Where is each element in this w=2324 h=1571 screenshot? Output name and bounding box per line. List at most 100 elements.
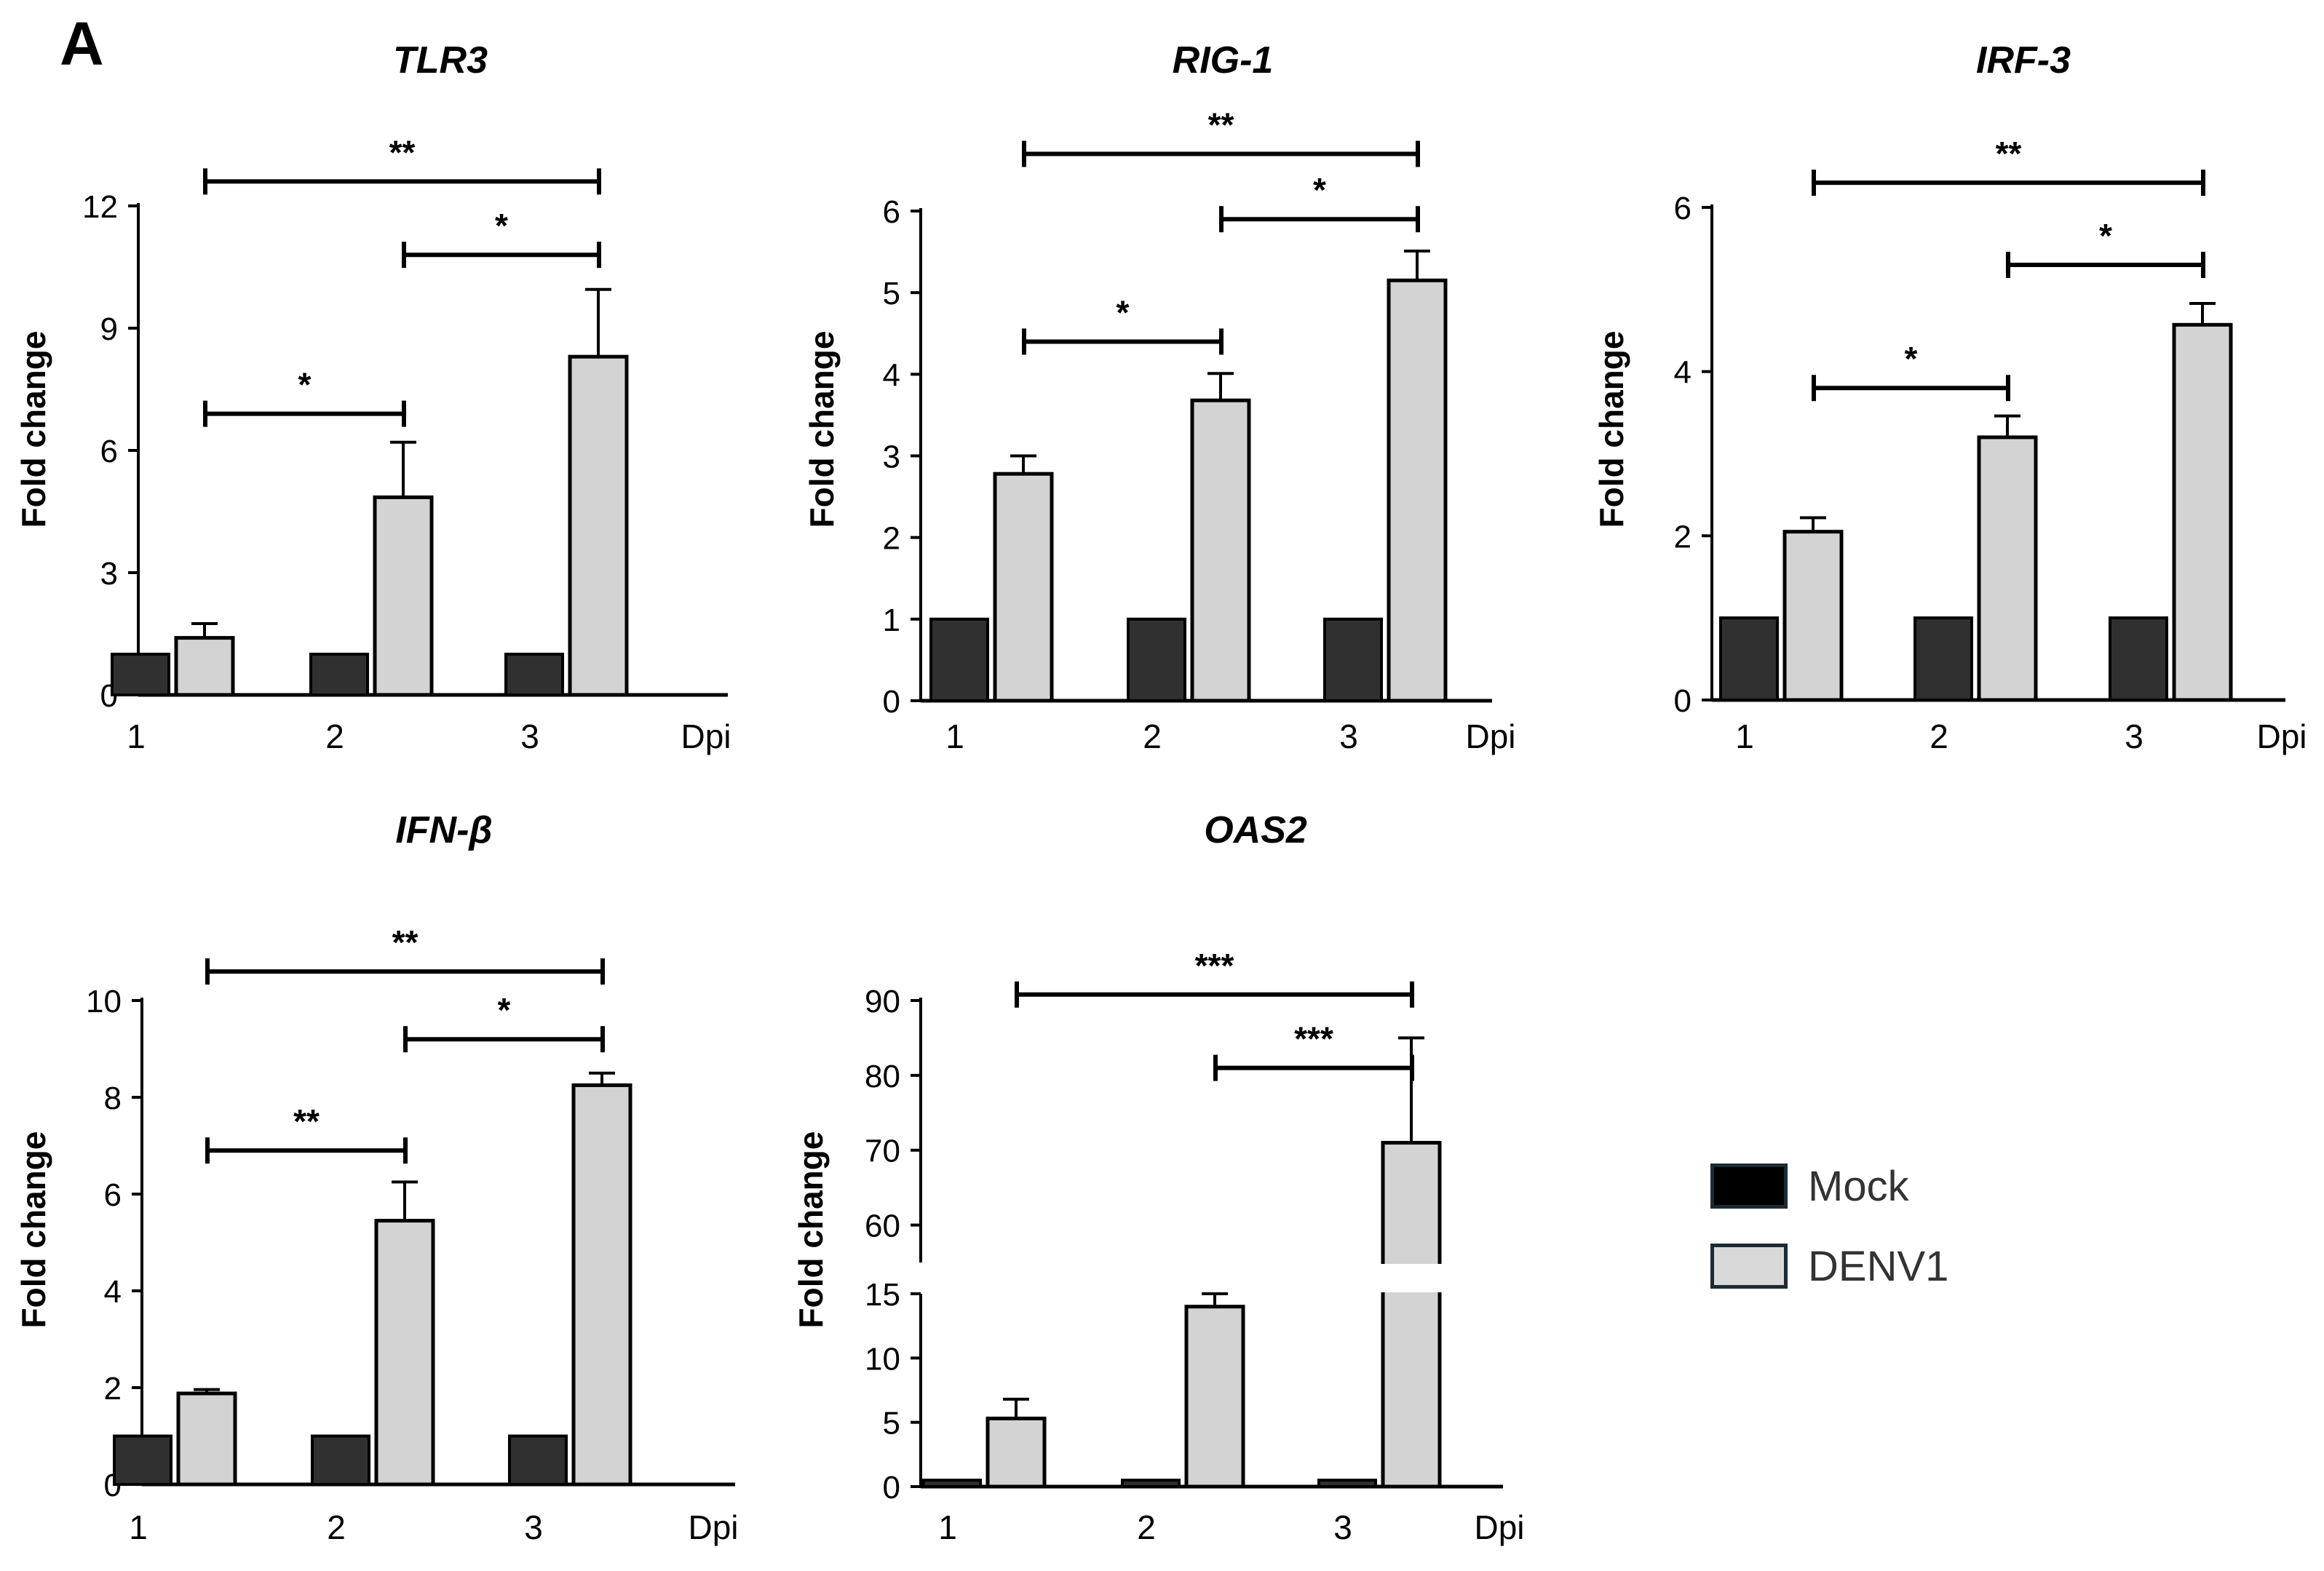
x-tick-label-3: 3: [2125, 717, 2143, 755]
y-tick-label: 2: [1674, 519, 1692, 554]
significance-label: **: [1208, 106, 1234, 143]
y-tick-label: 0: [883, 1470, 900, 1506]
bar-mock-2: [311, 1434, 370, 1486]
bar-mock-1: [1719, 616, 1779, 702]
bar-mock-3: [508, 1434, 568, 1486]
legend-item-denv1: DENV1: [1710, 1241, 1948, 1292]
bar-mock-3: [1323, 617, 1383, 702]
bar-mock-1: [111, 653, 170, 696]
x-tick-label-2: 2: [1143, 717, 1162, 755]
significance-label: **: [1996, 135, 2022, 172]
x-tick-label-1: 1: [945, 717, 964, 755]
y-tick-label: 3: [100, 556, 118, 592]
bar-denv1-3: [1381, 1140, 1442, 1489]
y-tick-label: 4: [104, 1274, 122, 1310]
x-axis-label: Dpi: [2256, 717, 2307, 755]
bar-denv1-1: [985, 1416, 1047, 1489]
y-axis-label: Fold change: [15, 331, 52, 528]
x-axis-label: Dpi: [1474, 1508, 1524, 1546]
significance-label: *: [1117, 293, 1130, 331]
x-tick-label-1: 1: [127, 717, 146, 755]
bar-mock-1: [113, 1434, 172, 1486]
legend-label-denv1: DENV1: [1808, 1242, 1949, 1290]
bar-denv1-2: [1977, 435, 2038, 702]
y-axis-label: Fold change: [1593, 331, 1630, 528]
bar-mock-2: [1127, 617, 1186, 702]
y-tick-label: 80: [865, 1059, 900, 1094]
chart-title: IFN-β: [395, 809, 492, 851]
chart-title: TLR3: [393, 39, 488, 81]
chart-title: RIG-1: [1173, 39, 1274, 81]
x-tick-label-1: 1: [938, 1508, 957, 1546]
significance-label: **: [389, 133, 416, 171]
bar-denv1-3: [571, 1083, 632, 1487]
y-tick-label: 70: [865, 1134, 900, 1169]
bar-denv1-2: [1184, 1305, 1245, 1489]
y-axis-label: Fold change: [15, 1131, 52, 1329]
bar-mock-2: [1121, 1479, 1181, 1488]
chart-title: OAS2: [1204, 809, 1307, 851]
y-tick-label: 0: [883, 684, 900, 720]
x-axis-label: Dpi: [688, 1508, 738, 1546]
y-tick-label: 6: [1674, 191, 1692, 226]
legend-swatch-denv1: [1710, 1244, 1788, 1289]
y-tick-label: 3: [883, 440, 900, 475]
y-tick-label: 10: [86, 984, 122, 1019]
chart-oas2: OAS2 Fold change 0 5 10 15 60 70 80 90 1 2 3 Dpi *** **…: [792, 809, 1525, 1546]
y-tick-label: 2: [883, 521, 900, 557]
bar-mock-3: [2109, 616, 2168, 702]
bar-denv1-1: [176, 1391, 237, 1487]
legend: Mock DENV1: [1710, 1161, 2016, 1306]
x-axis-label: Dpi: [1465, 717, 1515, 755]
y-tick-label: 6: [883, 194, 900, 230]
significance-label: *: [1905, 340, 1918, 378]
bar-denv1-3: [1387, 278, 1448, 703]
x-tick-label-3: 3: [1339, 717, 1358, 755]
y-tick-label: 1: [883, 602, 900, 638]
panel-label: A: [60, 9, 104, 78]
y-tick-label: 60: [865, 1209, 900, 1244]
legend-item-mock: Mock: [1710, 1161, 1909, 1212]
y-tick-label: 6: [104, 1177, 122, 1213]
bar-denv1-1: [1782, 530, 1844, 702]
bar-mock-3: [504, 653, 564, 696]
bar-denv1-1: [993, 472, 1054, 703]
y-tick-label: 8: [104, 1081, 122, 1116]
significance-label: **: [392, 923, 419, 961]
y-tick-label: 12: [82, 189, 118, 225]
significance-label: ***: [1195, 947, 1234, 985]
significance-label: ***: [1294, 1020, 1333, 1058]
bar-mock-1: [929, 617, 989, 702]
x-tick-label-3: 3: [520, 717, 539, 755]
y-tick-label: 2: [104, 1371, 122, 1407]
bar-denv1-3: [2172, 322, 2233, 702]
bar-mock-1: [922, 1479, 982, 1488]
x-tick-label-1: 1: [129, 1508, 148, 1546]
axis-break-gap: [1379, 1264, 1444, 1292]
y-tick-label: 15: [865, 1277, 900, 1313]
significance-label: **: [293, 1102, 320, 1140]
bar-denv1-2: [374, 1219, 435, 1487]
chart-title: IRF-3: [1976, 39, 2071, 81]
y-tick-label: 4: [1674, 355, 1692, 391]
y-tick-label: 10: [865, 1341, 900, 1377]
x-tick-label-1: 1: [1735, 717, 1754, 755]
legend-swatch-mock: [1710, 1164, 1788, 1209]
y-tick-label: 6: [100, 434, 118, 469]
x-tick-label-3: 3: [524, 1508, 543, 1546]
bar-denv1-3: [568, 354, 629, 697]
bar-denv1-2: [1190, 398, 1251, 703]
x-tick-label-2: 2: [1930, 717, 1948, 755]
bar-mock-2: [1913, 616, 1973, 702]
y-axis-label: Fold change: [803, 331, 841, 528]
significance-label: *: [498, 991, 511, 1029]
x-tick-label-3: 3: [1333, 1508, 1352, 1546]
bar-mock-3: [1317, 1479, 1377, 1488]
y-tick-label: 90: [865, 984, 900, 1019]
legend-label-mock: Mock: [1808, 1162, 1909, 1210]
significance-label: *: [2099, 217, 2112, 255]
bar-mock-2: [309, 653, 369, 696]
